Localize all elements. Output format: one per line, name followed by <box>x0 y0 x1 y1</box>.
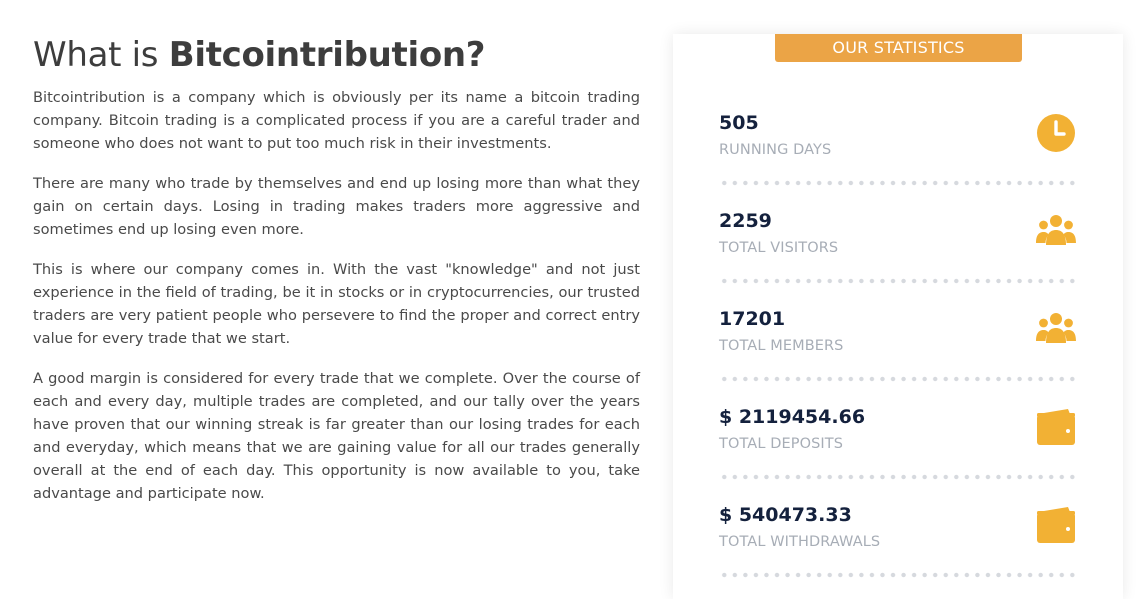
dotted-divider <box>719 376 1077 382</box>
stat-total-deposits: $ 2119454.66 TOTAL DEPOSITS <box>719 405 1077 503</box>
stat-running-days: 505 RUNNING DAYS <box>719 111 1077 209</box>
about-title-brand: Bitcointribution? <box>168 35 486 75</box>
stat-value: 505 <box>719 112 759 134</box>
stat-label: RUNNING DAYS <box>719 142 832 158</box>
wallet-icon <box>1035 407 1077 447</box>
about-paragraph-4: A good margin is considered for every tr… <box>33 370 640 502</box>
stat-value: 17201 <box>719 308 786 330</box>
statistics-header: OUR STATISTICS <box>775 34 1022 62</box>
stat-total-withdrawals: $ 540473.33 TOTAL WITHDRAWALS <box>719 503 1077 599</box>
stat-value: 2259 <box>719 210 772 232</box>
stat-label: TOTAL VISITORS <box>719 240 839 256</box>
statistics-panel: OUR STATISTICS 505 RUNNING DAYS 2259 TOT… <box>673 34 1123 599</box>
stat-label: TOTAL MEMBERS <box>719 338 844 354</box>
about-paragraph-1: Bitcointribution is a company which is o… <box>33 89 640 152</box>
dotted-divider <box>719 278 1077 284</box>
stat-label: TOTAL DEPOSITS <box>719 436 844 452</box>
dotted-divider <box>719 180 1077 186</box>
clock-icon <box>1035 113 1077 153</box>
dotted-divider <box>719 474 1077 480</box>
users-icon <box>1035 211 1077 251</box>
about-paragraph-3: This is where our company comes in. With… <box>33 261 640 347</box>
about-title-prefix: What is <box>33 35 169 75</box>
users-icon <box>1035 309 1077 349</box>
stat-total-visitors: 2259 TOTAL VISITORS <box>719 209 1077 307</box>
stat-total-members: 17201 TOTAL MEMBERS <box>719 307 1077 405</box>
wallet-icon <box>1035 505 1077 545</box>
about-title: What is Bitcointribution? <box>33 30 640 80</box>
stat-value: $ 2119454.66 <box>719 406 866 428</box>
dotted-divider <box>719 572 1077 578</box>
stat-label: TOTAL WITHDRAWALS <box>719 534 881 550</box>
about-section: What is Bitcointribution? Bitcointributi… <box>33 30 640 522</box>
about-paragraph-2: There are many who trade by themselves a… <box>33 175 640 238</box>
stat-value: $ 540473.33 <box>719 504 852 526</box>
